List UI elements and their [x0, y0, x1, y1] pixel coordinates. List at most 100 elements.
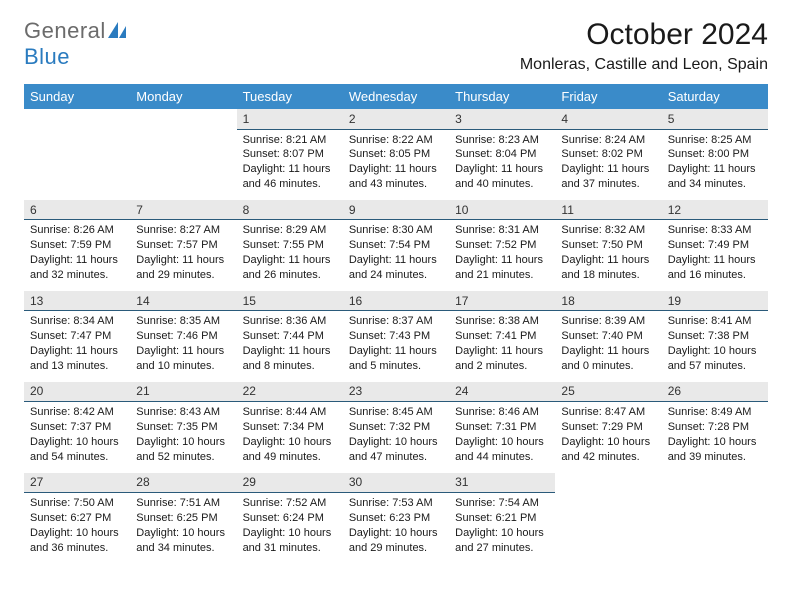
sunset-text: Sunset: 7:38 PM — [668, 329, 762, 344]
day-number-cell: 15 — [237, 291, 343, 311]
sunrise-text: Sunrise: 7:54 AM — [455, 496, 549, 511]
daylight-text: Daylight: 10 hours and 44 minutes. — [455, 435, 549, 465]
day-number-cell — [130, 109, 236, 129]
day-content-cell: Sunrise: 8:25 AMSunset: 8:00 PMDaylight:… — [662, 129, 768, 200]
sunset-text: Sunset: 7:28 PM — [668, 420, 762, 435]
day-number-cell: 13 — [24, 291, 130, 311]
sunset-text: Sunset: 7:52 PM — [455, 238, 549, 253]
location: Monleras, Castille and Leon, Spain — [520, 56, 768, 74]
day-content-cell: Sunrise: 8:37 AMSunset: 7:43 PMDaylight:… — [343, 311, 449, 382]
sunrise-text: Sunrise: 8:39 AM — [561, 314, 655, 329]
day-content-cell — [662, 493, 768, 564]
day-content-cell: Sunrise: 8:22 AMSunset: 8:05 PMDaylight:… — [343, 129, 449, 200]
sunrise-text: Sunrise: 8:34 AM — [30, 314, 124, 329]
daylight-text: Daylight: 10 hours and 54 minutes. — [30, 435, 124, 465]
sunset-text: Sunset: 6:23 PM — [349, 511, 443, 526]
sunrise-text: Sunrise: 8:43 AM — [136, 405, 230, 420]
weekday-header-row: SundayMondayTuesdayWednesdayThursdayFrid… — [24, 84, 768, 109]
sunrise-text: Sunrise: 8:27 AM — [136, 223, 230, 238]
sunrise-text: Sunrise: 8:49 AM — [668, 405, 762, 420]
sunset-text: Sunset: 7:44 PM — [243, 329, 337, 344]
day-number-cell: 8 — [237, 200, 343, 220]
sunset-text: Sunset: 7:31 PM — [455, 420, 549, 435]
day-content-cell: Sunrise: 8:34 AMSunset: 7:47 PMDaylight:… — [24, 311, 130, 382]
day-content-cell: Sunrise: 8:35 AMSunset: 7:46 PMDaylight:… — [130, 311, 236, 382]
sunset-text: Sunset: 6:25 PM — [136, 511, 230, 526]
sunset-text: Sunset: 6:24 PM — [243, 511, 337, 526]
day-number-cell: 6 — [24, 200, 130, 220]
sunrise-text: Sunrise: 8:25 AM — [668, 133, 762, 148]
day-number-row: 6789101112 — [24, 200, 768, 220]
daylight-text: Daylight: 11 hours and 40 minutes. — [455, 162, 549, 192]
daylight-text: Daylight: 11 hours and 37 minutes. — [561, 162, 655, 192]
day-content-cell: Sunrise: 8:26 AMSunset: 7:59 PMDaylight:… — [24, 220, 130, 291]
day-number-cell: 25 — [555, 382, 661, 402]
daylight-text: Daylight: 10 hours and 47 minutes. — [349, 435, 443, 465]
day-number-cell: 3 — [449, 109, 555, 129]
day-number-cell: 19 — [662, 291, 768, 311]
sunrise-text: Sunrise: 8:30 AM — [349, 223, 443, 238]
sunset-text: Sunset: 8:00 PM — [668, 147, 762, 162]
sunrise-text: Sunrise: 8:38 AM — [455, 314, 549, 329]
day-number-cell: 27 — [24, 473, 130, 493]
day-content-row: Sunrise: 8:26 AMSunset: 7:59 PMDaylight:… — [24, 220, 768, 291]
daylight-text: Daylight: 11 hours and 43 minutes. — [349, 162, 443, 192]
day-number-cell: 28 — [130, 473, 236, 493]
day-content-cell: Sunrise: 8:39 AMSunset: 7:40 PMDaylight:… — [555, 311, 661, 382]
day-number-cell: 26 — [662, 382, 768, 402]
day-content-cell: Sunrise: 8:31 AMSunset: 7:52 PMDaylight:… — [449, 220, 555, 291]
daylight-text: Daylight: 11 hours and 8 minutes. — [243, 344, 337, 374]
sunset-text: Sunset: 7:34 PM — [243, 420, 337, 435]
sunset-text: Sunset: 7:54 PM — [349, 238, 443, 253]
daylight-text: Daylight: 10 hours and 39 minutes. — [668, 435, 762, 465]
sunrise-text: Sunrise: 8:22 AM — [349, 133, 443, 148]
day-number-cell: 12 — [662, 200, 768, 220]
day-content-cell: Sunrise: 8:49 AMSunset: 7:28 PMDaylight:… — [662, 402, 768, 473]
sunrise-text: Sunrise: 8:44 AM — [243, 405, 337, 420]
daylight-text: Daylight: 11 hours and 10 minutes. — [136, 344, 230, 374]
day-content-cell: Sunrise: 7:54 AMSunset: 6:21 PMDaylight:… — [449, 493, 555, 564]
day-number-row: 20212223242526 — [24, 382, 768, 402]
sunrise-text: Sunrise: 8:21 AM — [243, 133, 337, 148]
daylight-text: Daylight: 11 hours and 32 minutes. — [30, 253, 124, 283]
daylight-text: Daylight: 11 hours and 2 minutes. — [455, 344, 549, 374]
day-number-row: 13141516171819 — [24, 291, 768, 311]
day-number-cell: 24 — [449, 382, 555, 402]
day-content-cell: Sunrise: 8:36 AMSunset: 7:44 PMDaylight:… — [237, 311, 343, 382]
logo-general: General — [24, 18, 106, 43]
sunrise-text: Sunrise: 7:52 AM — [243, 496, 337, 511]
weekday-header: Friday — [555, 84, 661, 109]
day-content-cell — [24, 129, 130, 200]
sunrise-text: Sunrise: 8:41 AM — [668, 314, 762, 329]
day-content-cell: Sunrise: 8:38 AMSunset: 7:41 PMDaylight:… — [449, 311, 555, 382]
day-content-cell: Sunrise: 7:52 AMSunset: 6:24 PMDaylight:… — [237, 493, 343, 564]
sunset-text: Sunset: 7:49 PM — [668, 238, 762, 253]
sunset-text: Sunset: 7:32 PM — [349, 420, 443, 435]
day-number-cell: 18 — [555, 291, 661, 311]
day-content-cell: Sunrise: 8:44 AMSunset: 7:34 PMDaylight:… — [237, 402, 343, 473]
sunset-text: Sunset: 6:27 PM — [30, 511, 124, 526]
day-content-cell: Sunrise: 8:47 AMSunset: 7:29 PMDaylight:… — [555, 402, 661, 473]
title-block: October 2024 Monleras, Castille and Leon… — [520, 18, 768, 74]
day-number-cell: 14 — [130, 291, 236, 311]
logo-sail-icon — [108, 22, 128, 43]
day-number-cell: 17 — [449, 291, 555, 311]
sunrise-text: Sunrise: 8:45 AM — [349, 405, 443, 420]
day-content-cell: Sunrise: 8:27 AMSunset: 7:57 PMDaylight:… — [130, 220, 236, 291]
day-content-cell — [130, 129, 236, 200]
day-content-cell: Sunrise: 8:33 AMSunset: 7:49 PMDaylight:… — [662, 220, 768, 291]
daylight-text: Daylight: 11 hours and 0 minutes. — [561, 344, 655, 374]
month-title: October 2024 — [520, 18, 768, 52]
day-content-cell: Sunrise: 8:41 AMSunset: 7:38 PMDaylight:… — [662, 311, 768, 382]
day-content-cell: Sunrise: 8:24 AMSunset: 8:02 PMDaylight:… — [555, 129, 661, 200]
daylight-text: Daylight: 10 hours and 31 minutes. — [243, 526, 337, 556]
sunset-text: Sunset: 7:37 PM — [30, 420, 124, 435]
day-number-cell: 20 — [24, 382, 130, 402]
sunset-text: Sunset: 7:29 PM — [561, 420, 655, 435]
sunset-text: Sunset: 7:40 PM — [561, 329, 655, 344]
logo-blue: Blue — [24, 44, 70, 69]
sunset-text: Sunset: 8:04 PM — [455, 147, 549, 162]
day-number-cell: 2 — [343, 109, 449, 129]
day-number-cell: 10 — [449, 200, 555, 220]
sunrise-text: Sunrise: 8:42 AM — [30, 405, 124, 420]
